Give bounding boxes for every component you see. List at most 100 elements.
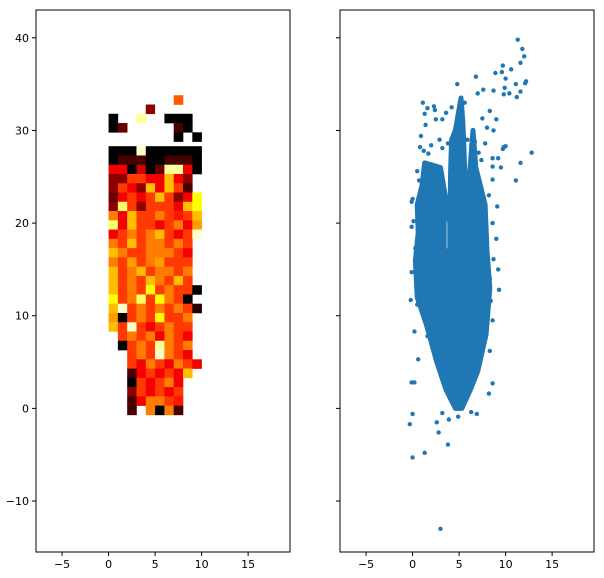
heatmap-cell (155, 104, 165, 115)
heatmap-cell (155, 359, 165, 369)
heatmap-cell (192, 201, 202, 212)
heatmap-cell (164, 377, 174, 388)
heatmap-cell (155, 248, 165, 258)
heatmap-cell (108, 146, 119, 156)
heatmap-cell (127, 275, 137, 286)
scatter-point (439, 226, 444, 231)
heatmap-cell (117, 173, 128, 184)
scatter-point (520, 46, 525, 52)
scatter-point (465, 137, 470, 142)
heatmap-cell (117, 312, 128, 323)
heatmap-cell (164, 155, 174, 166)
heatmap-cell (108, 173, 119, 184)
heatmap-cell (136, 331, 147, 342)
heatmap-cell (136, 294, 147, 304)
heatmap-cell (136, 368, 147, 379)
heatmap-cell (173, 192, 184, 203)
scatter-point (494, 117, 499, 122)
heatmap-cell (164, 350, 174, 360)
scatter-point (455, 414, 461, 419)
scatter-point (440, 206, 445, 211)
heatmap-cell (173, 132, 184, 142)
heatmap-cell (145, 396, 156, 406)
y-tick-label: 20 (15, 217, 29, 230)
heatmap-cell (155, 229, 165, 240)
scatter-points (407, 37, 534, 532)
heatmap-cell (145, 211, 156, 221)
scatter-point (479, 157, 484, 163)
heatmap-cell (127, 303, 137, 314)
scatter-point (433, 117, 439, 122)
heatmap-cell (127, 340, 137, 351)
scatter-point (459, 106, 465, 111)
heatmap-cell (127, 183, 137, 193)
heatmap-cell (164, 275, 174, 286)
heatmap-panel: −5 0 5 10 15 −10 0 10 20 30 40 (6, 9, 291, 571)
heatmap-cell (108, 257, 119, 267)
scatter-point (487, 108, 492, 114)
scatter-point (440, 410, 445, 416)
heatmap-cell (108, 123, 119, 133)
heatmap-cell (136, 155, 147, 166)
scatter-point (490, 220, 495, 226)
heatmap-cell (127, 164, 137, 175)
heatmap-cell (127, 155, 137, 166)
heatmap-cell (145, 266, 156, 277)
heatmap-cell (183, 322, 193, 332)
heatmap-cell (136, 396, 147, 406)
heatmap-cell (136, 312, 147, 323)
heatmap-cell (173, 248, 184, 258)
scatter-point (522, 80, 528, 86)
scatter-point (415, 302, 420, 307)
scatter-point (522, 54, 527, 59)
heatmap-cell (183, 183, 193, 193)
heatmap-cell (108, 322, 119, 332)
heatmap-cell (145, 368, 156, 379)
heatmap-cell (155, 183, 165, 193)
scatter-point (518, 160, 523, 166)
heatmap-cell (117, 183, 128, 193)
scatter-point (462, 100, 467, 105)
scatter-dense-region (412, 95, 493, 411)
heatmap-cell (173, 123, 184, 133)
y-tick-label: 30 (15, 124, 29, 137)
heatmap-cell (164, 192, 174, 203)
heatmap-cell (164, 211, 174, 221)
heatmap-cell (183, 266, 193, 277)
heatmap-cell (108, 248, 119, 258)
scatter-point (480, 116, 485, 121)
heatmap-cell (145, 220, 156, 230)
y-tick-label: 40 (15, 32, 29, 45)
heatmap-cell (136, 285, 147, 295)
heatmap-cell (136, 238, 147, 249)
heatmap-cell (136, 201, 147, 212)
heatmap-cell (155, 303, 165, 314)
heatmap-cell (108, 294, 119, 304)
heatmap-cell (173, 173, 184, 184)
heatmap-cell (192, 155, 202, 166)
heatmap-cell (108, 192, 119, 203)
scatter-point (456, 157, 462, 163)
heatmap-cell (127, 201, 137, 212)
heatmap-cell (127, 331, 137, 342)
heatmap-cell (117, 146, 128, 156)
heatmap-cell (117, 266, 128, 277)
scatter-point (474, 411, 479, 417)
heatmap-cell (127, 322, 137, 332)
scatter-point (468, 409, 474, 415)
heatmap-cell (173, 340, 184, 351)
heatmap-cell (164, 340, 174, 351)
heatmap-cell (136, 350, 147, 360)
heatmap-cell (136, 211, 147, 221)
heatmap-cell (155, 192, 165, 203)
heatmap-cell (155, 146, 165, 156)
heatmap-cell (155, 266, 165, 277)
heatmap-cell (136, 257, 147, 267)
heatmap-cell (155, 155, 165, 166)
heatmap-cell (145, 275, 156, 286)
x-tick-label: 5 (152, 558, 159, 571)
heatmap-cell (108, 303, 119, 314)
heatmap-cell (145, 257, 156, 267)
heatmap-cell (127, 359, 137, 369)
heatmap-cell (164, 331, 174, 342)
